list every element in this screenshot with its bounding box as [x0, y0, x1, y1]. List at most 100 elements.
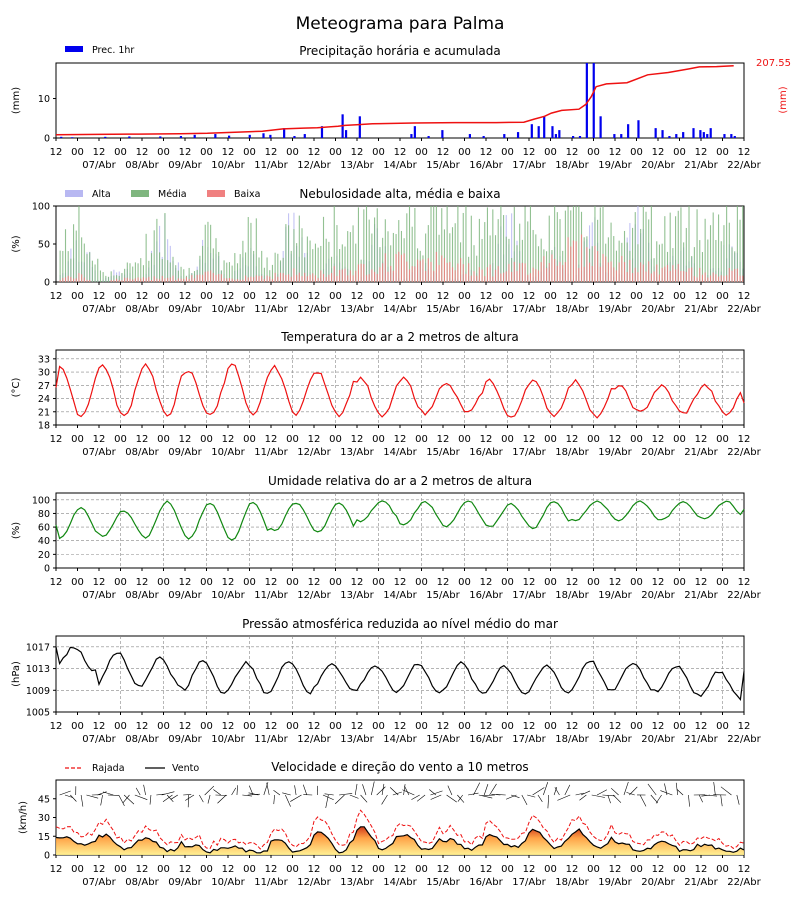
- cloud-bar-média: [384, 219, 386, 282]
- cloud-bar-baixa: [199, 274, 201, 282]
- cloud-bar-média: [376, 208, 378, 282]
- x-day-label: 13/Abr: [340, 304, 374, 315]
- x-tick-label: 12: [437, 721, 450, 732]
- wind-direction-arrow: [149, 794, 152, 805]
- cloud-bar-baixa: [537, 270, 540, 282]
- cloud-bar-baixa: [680, 271, 682, 282]
- x-tick-label: 00: [200, 721, 213, 732]
- wind-direction-arrow: [242, 794, 253, 797]
- x-tick-label: 12: [480, 147, 493, 158]
- cloud-bar-baixa: [723, 276, 725, 282]
- precip-bar: [248, 134, 251, 138]
- precip-bar: [661, 130, 664, 138]
- x-tick-label: 12: [437, 864, 450, 875]
- cloud-bar-média: [245, 252, 247, 282]
- wind-direction-arrow: [579, 794, 587, 801]
- cloud-bar-média: [339, 249, 341, 282]
- x-day-label: 19/Abr: [598, 590, 632, 601]
- cloud-bar-baixa: [156, 278, 158, 282]
- precip-bar: [723, 134, 726, 138]
- x-day-label: 13/Abr: [340, 877, 374, 888]
- cloud-bar-média: [110, 271, 112, 282]
- x-day-label: 11/Abr: [254, 447, 288, 458]
- x-day-label: 20/Abr: [641, 447, 675, 458]
- cloud-bar-baixa: [731, 270, 733, 282]
- precip-bar: [104, 136, 107, 138]
- cloud-bar-baixa: [78, 273, 80, 282]
- x-tick-label: 00: [501, 434, 514, 445]
- cloud-bar-média: [148, 260, 150, 282]
- wind-direction-arrow: [100, 794, 103, 806]
- x-tick-label: 00: [114, 291, 127, 302]
- cloud-bar-baixa: [513, 261, 515, 282]
- wind-direction-arrow: [376, 786, 386, 796]
- precip-bar: [179, 136, 183, 138]
- cloud-bar-média: [656, 241, 658, 282]
- x-tick-label: 00: [372, 864, 385, 875]
- x-day-label: 22/Abr: [727, 160, 761, 171]
- x-tick-label: 00: [372, 721, 385, 732]
- x-tick-label: 12: [394, 864, 407, 875]
- cloud-bar-baixa: [709, 275, 712, 282]
- x-tick-label: 12: [179, 291, 192, 302]
- wind-direction-arrow: [411, 794, 420, 800]
- wind-direction-arrow: [381, 794, 388, 805]
- cloud-bar-baixa: [67, 275, 69, 282]
- x-tick-label: 12: [93, 864, 106, 875]
- x-tick-label: 00: [329, 577, 342, 588]
- y-tick-label: 21: [38, 407, 50, 418]
- cloud-bar-média: [637, 244, 639, 282]
- x-tick-label: 00: [286, 577, 299, 588]
- cloud-bar-média: [683, 242, 685, 282]
- cloud-bar-baixa: [650, 273, 652, 282]
- cloud-bar-baixa: [75, 278, 77, 282]
- cloud-bar-média: [207, 221, 209, 282]
- x-tick-label: 00: [200, 291, 213, 302]
- cloud-bar-média: [293, 229, 295, 282]
- wind-direction-arrow: [481, 794, 495, 796]
- wind-direction-arrow: [664, 783, 668, 796]
- cloud-bar-média: [253, 250, 255, 282]
- cloud-bar-média: [535, 234, 537, 282]
- cloud-bar-baixa: [460, 258, 462, 282]
- cloud-bar-média: [285, 224, 287, 282]
- cloud-bar-baixa: [567, 237, 569, 282]
- x-tick-label: 00: [415, 577, 428, 588]
- legend-label-precip: Prec. 1hr: [92, 45, 134, 56]
- x-tick-label: 00: [329, 864, 342, 875]
- cloud-bar-média: [701, 252, 703, 282]
- pressure-line: [55, 646, 745, 701]
- wind-direction-arrow: [362, 784, 367, 796]
- cloud-bar-média: [124, 268, 126, 282]
- cloud-bar-baixa: [336, 275, 338, 282]
- x-tick-label: 00: [501, 291, 514, 302]
- cloud-bar-média: [107, 276, 110, 282]
- x-tick-label: 12: [652, 721, 665, 732]
- x-tick-label: 00: [157, 577, 170, 588]
- cloud-bar-média: [521, 239, 523, 282]
- cloud-bar-média: [236, 263, 239, 282]
- wind-direction-arrow: [655, 794, 662, 804]
- cloud-bar-média: [239, 254, 241, 282]
- cloud-bar-média: [134, 262, 136, 282]
- wind-direction-arrow: [607, 794, 611, 804]
- cloud-bar-baixa: [613, 267, 615, 282]
- cloud-bar-baixa: [296, 275, 298, 282]
- x-tick-label: 00: [200, 147, 213, 158]
- x-tick-label: 12: [609, 721, 622, 732]
- cloud-bar-média: [591, 246, 593, 282]
- cloud-bar-média: [347, 231, 349, 282]
- cloud-bar-média: [513, 207, 515, 282]
- cloud-bar-média: [677, 210, 679, 282]
- x-tick-label: 12: [695, 864, 708, 875]
- x-tick-label: 12: [136, 291, 149, 302]
- precip-bar: [675, 134, 678, 138]
- cloud-bar-média: [314, 243, 316, 282]
- cloud-bar-média: [704, 218, 706, 282]
- cloud-bar-média: [145, 233, 147, 282]
- cloud-bar-média: [441, 208, 443, 282]
- x-day-label: 20/Abr: [641, 160, 675, 171]
- x-day-label: 16/Abr: [469, 734, 503, 745]
- cloud-bar-média: [658, 244, 660, 282]
- x-day-label: 15/Abr: [426, 877, 460, 888]
